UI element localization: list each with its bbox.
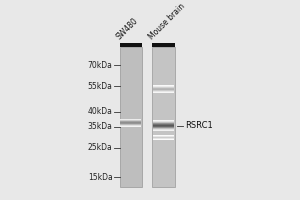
Bar [119,43,142,47]
Bar [153,130,174,131]
Bar [120,120,141,121]
Bar [153,121,174,122]
Text: 70kDa: 70kDa [88,61,113,70]
Bar [120,126,141,127]
Text: 35kDa: 35kDa [88,122,113,131]
Text: 15kDa: 15kDa [88,173,113,182]
Bar [153,122,174,123]
Bar [153,123,174,124]
Text: 40kDa: 40kDa [88,107,113,116]
Bar [152,47,175,187]
Text: SW480: SW480 [115,16,140,41]
Bar [120,121,141,122]
Bar [120,125,141,126]
Bar [153,128,174,129]
Bar [153,126,174,127]
Text: Mouse brain: Mouse brain [147,2,187,41]
Bar [153,124,174,125]
Bar [120,122,141,123]
Bar [153,125,174,126]
Bar [120,119,141,120]
Bar [153,120,174,121]
Bar [119,47,142,187]
Text: 55kDa: 55kDa [88,82,113,91]
Bar [153,129,174,130]
Bar [152,43,175,47]
Text: 25kDa: 25kDa [88,143,113,152]
Bar [120,124,141,125]
Text: RSRC1: RSRC1 [185,121,213,130]
Bar [153,127,174,128]
Bar [120,123,141,124]
